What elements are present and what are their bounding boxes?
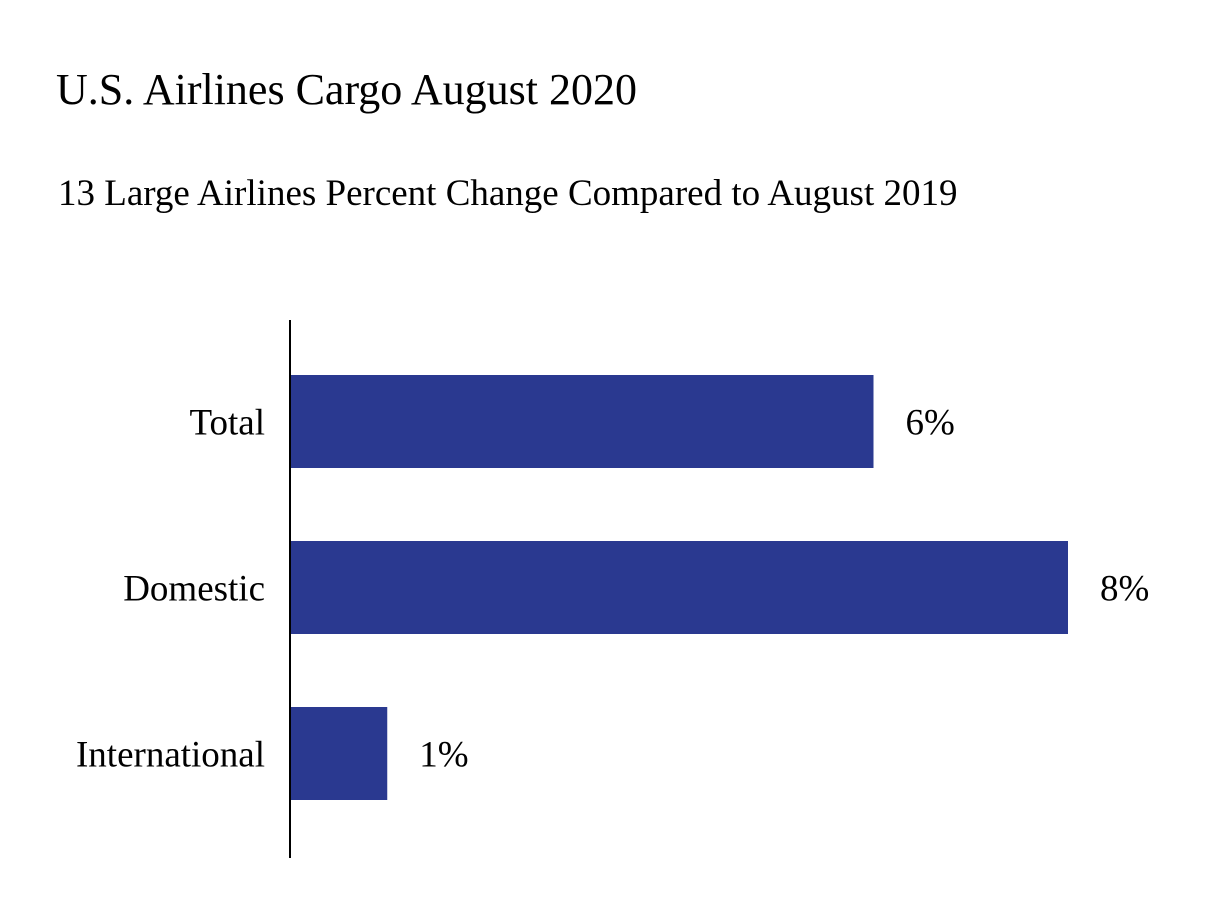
chart-title: U.S. Airlines Cargo August 2020 — [56, 65, 638, 114]
value-label-domestic: 8% — [1100, 569, 1149, 610]
chart-subtitle: 13 Large Airlines Percent Change Compare… — [58, 173, 958, 214]
category-label-domestic: Domestic — [123, 569, 265, 610]
value-label-international: 1% — [419, 735, 468, 776]
value-label-total: 6% — [906, 403, 955, 444]
category-label-international: International — [76, 735, 265, 776]
bar-total — [290, 375, 874, 468]
bar-international — [290, 707, 388, 800]
bar-domestic — [290, 541, 1068, 634]
bars-layer: Total 6% Domestic 8% International 1% — [76, 375, 1149, 800]
category-label-total: Total — [190, 403, 266, 444]
